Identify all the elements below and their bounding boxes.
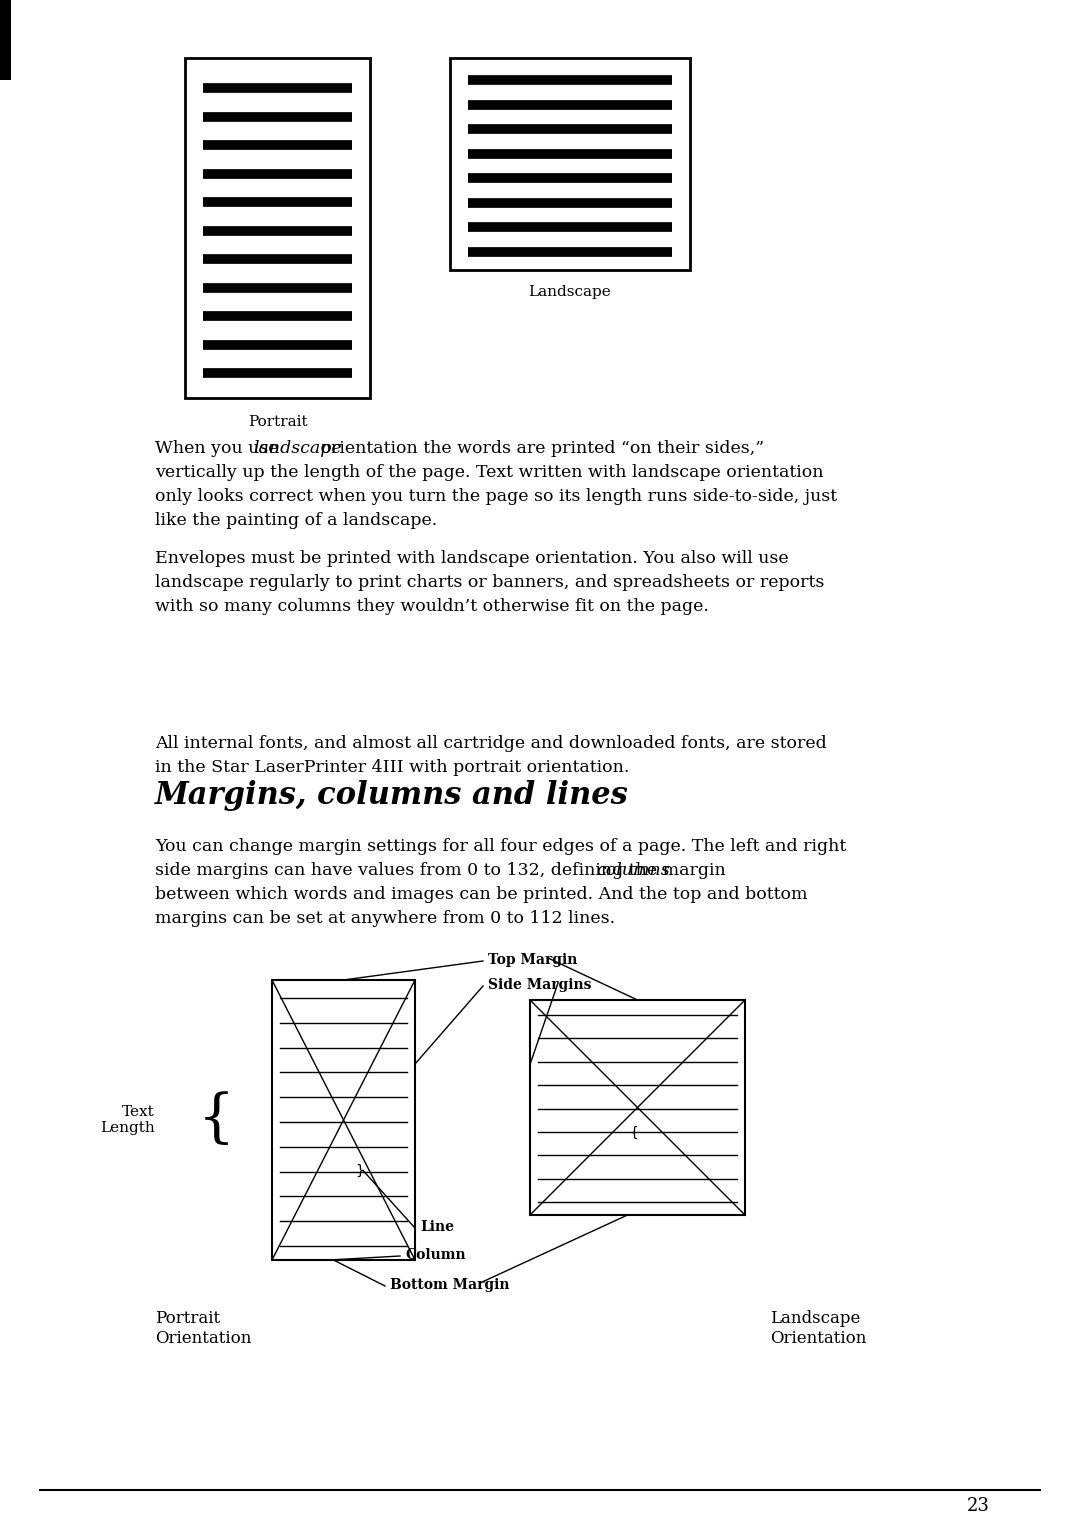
Text: Envelopes must be printed with landscape orientation. You also will use: Envelopes must be printed with landscape… [156, 550, 788, 567]
Bar [185, 58, 370, 399]
Text: 23: 23 [967, 1498, 990, 1515]
Bar [530, 1000, 745, 1216]
Text: Top Margin: Top Margin [488, 954, 578, 967]
Text: Text
Length: Text Length [100, 1105, 156, 1134]
Text: side margins can have values from 0 to 132, defining the margin: side margins can have values from 0 to 1… [156, 862, 731, 878]
Text: Margins, columns and lines: Margins, columns and lines [156, 780, 629, 811]
Text: You can change margin settings for all four edges of a page. The left and right: You can change margin settings for all f… [156, 839, 847, 855]
Text: Bottom Margin: Bottom Margin [390, 1279, 510, 1292]
Text: All internal fonts, and almost all cartridge and downloaded fonts, are stored: All internal fonts, and almost all cartr… [156, 734, 827, 753]
Text: margins can be set at anywhere from 0 to 112 lines.: margins can be set at anywhere from 0 to… [156, 911, 616, 927]
Text: landscape regularly to print charts or banners, and spreadsheets or reports: landscape regularly to print charts or b… [156, 573, 824, 592]
Text: Portrait
Orientation: Portrait Orientation [156, 1311, 252, 1346]
Text: like the painting of a landscape.: like the painting of a landscape. [156, 512, 437, 529]
Text: Column: Column [405, 1248, 465, 1262]
Bar [0, 0, 11, 80]
Bar [450, 58, 690, 270]
Text: vertically up the length of the page. Text written with landscape orientation: vertically up the length of the page. Te… [156, 464, 824, 481]
Text: Portrait: Portrait [248, 415, 308, 429]
Text: between which words and images can be printed. And the top and bottom: between which words and images can be pr… [156, 886, 808, 903]
Text: landscape: landscape [253, 440, 341, 457]
Bar [272, 980, 415, 1260]
Text: orientation the words are printed “on their sides,”: orientation the words are printed “on th… [315, 440, 765, 457]
Text: {: { [629, 1127, 637, 1141]
Text: When you use: When you use [156, 440, 284, 457]
Text: Side Margins: Side Margins [488, 978, 592, 992]
Text: {: { [198, 1091, 235, 1148]
Text: Line: Line [420, 1220, 454, 1234]
Text: Landscape
Orientation: Landscape Orientation [770, 1311, 866, 1346]
Text: }: } [355, 1164, 364, 1177]
Text: only looks correct when you turn the page so its length runs side-to-side, just: only looks correct when you turn the pag… [156, 487, 837, 504]
Text: in the Star LaserPrinter 4III with portrait orientation.: in the Star LaserPrinter 4III with portr… [156, 759, 630, 776]
Text: with so many columns they wouldn’t otherwise fit on the page.: with so many columns they wouldn’t other… [156, 598, 708, 615]
Text: columns: columns [596, 862, 671, 878]
Text: Landscape: Landscape [528, 285, 611, 299]
